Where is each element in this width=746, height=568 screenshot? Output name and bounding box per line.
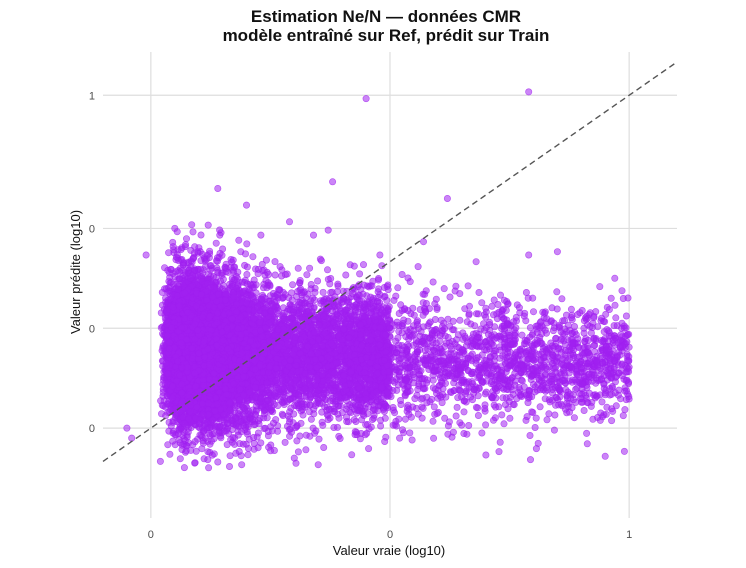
data-point xyxy=(482,421,490,429)
data-point xyxy=(281,438,289,446)
data-point xyxy=(501,401,509,409)
data-point xyxy=(611,301,619,309)
data-point xyxy=(465,421,473,429)
data-point xyxy=(541,395,549,403)
chart-subtitle: modèle entraîné sur Ref, prédit sur Trai… xyxy=(223,26,550,45)
data-point xyxy=(430,403,438,411)
data-point xyxy=(583,440,591,448)
data-point xyxy=(244,451,252,459)
data-point xyxy=(188,221,196,229)
data-point xyxy=(539,308,547,316)
data-point xyxy=(478,429,486,437)
data-point xyxy=(205,464,213,472)
data-point xyxy=(324,226,332,234)
data-point xyxy=(536,403,544,411)
data-point xyxy=(464,282,472,290)
data-point xyxy=(307,280,315,288)
data-point xyxy=(226,462,234,470)
data-point xyxy=(598,398,606,406)
data-point xyxy=(567,305,575,313)
data-point xyxy=(176,455,184,463)
data-point xyxy=(430,434,438,442)
data-point xyxy=(214,458,222,466)
data-point xyxy=(249,253,257,261)
data-point xyxy=(365,445,373,453)
data-point xyxy=(342,271,350,279)
data-point xyxy=(189,228,197,236)
data-point xyxy=(522,288,530,296)
data-point xyxy=(243,240,251,248)
data-point xyxy=(294,264,302,272)
data-point xyxy=(376,251,384,259)
data-point xyxy=(401,415,409,423)
data-point xyxy=(315,435,323,443)
data-point xyxy=(482,451,490,459)
data-point xyxy=(529,294,537,302)
chart-title: Estimation Ne/N — données CMR xyxy=(251,7,521,26)
data-point xyxy=(495,448,503,456)
data-point xyxy=(303,271,311,279)
data-point xyxy=(475,288,483,296)
data-point xyxy=(550,426,558,434)
data-point xyxy=(302,446,310,454)
data-point xyxy=(359,261,367,269)
data-point xyxy=(510,401,518,409)
data-point xyxy=(622,312,630,320)
data-point xyxy=(618,287,626,295)
data-point xyxy=(180,464,188,472)
data-point xyxy=(243,270,251,278)
data-point xyxy=(289,281,297,289)
data-point xyxy=(356,270,364,278)
data-point xyxy=(452,412,460,420)
data-point xyxy=(500,420,508,428)
data-point xyxy=(398,270,406,278)
data-point xyxy=(235,236,243,244)
data-point xyxy=(531,423,539,431)
